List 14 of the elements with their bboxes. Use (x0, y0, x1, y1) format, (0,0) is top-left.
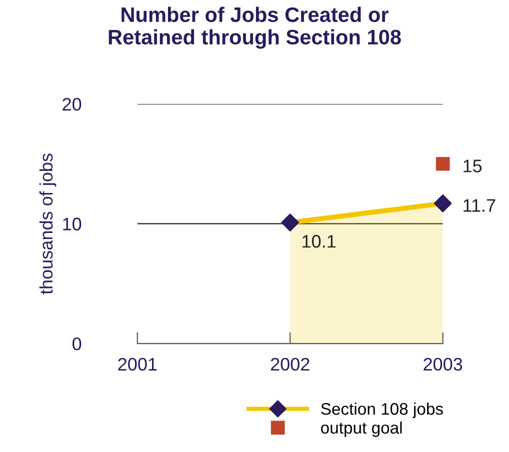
y-tick-label: 10 (63, 218, 82, 230)
data-label: 11.7 (464, 199, 496, 212)
y-axis-title: thousands of jobs (39, 154, 56, 294)
x-tick-label: 2001 (118, 358, 157, 371)
legend-label: output goal (321, 421, 402, 437)
legend-label: Section 108 jobs (321, 402, 443, 418)
point (436, 156, 450, 171)
data-label: 10.1 (302, 234, 336, 248)
y-tick-label: 0 (72, 337, 82, 350)
x-tick-label: 2003 (424, 358, 462, 371)
x-tick-label: 2002 (270, 358, 310, 371)
y-tick-label: 20 (62, 98, 82, 111)
data-label: 15 (464, 160, 482, 172)
chart-title: Number of Jobs Created or Retained through Section 108 (108, 6, 401, 49)
